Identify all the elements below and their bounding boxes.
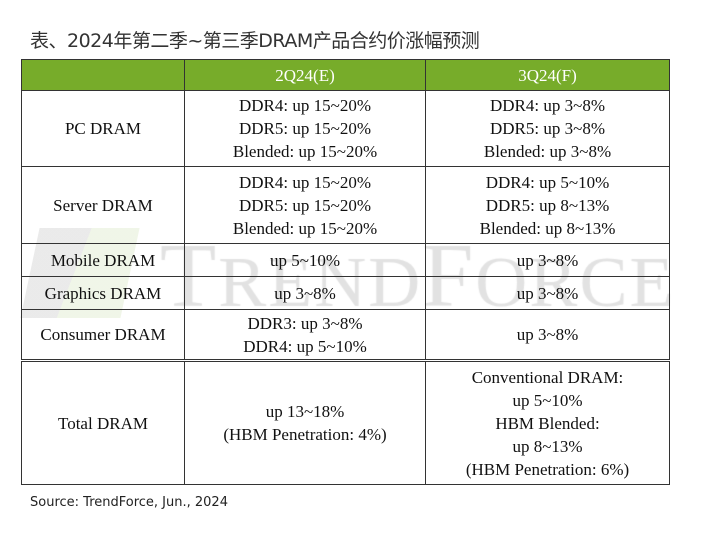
product-cell: Server DRAM [21,166,185,244]
forecast-line: Blended: up 15~20% [232,142,378,161]
table-row: PC DRAM DDR4: up 15~20% DDR5: up 15~20% Ble… [21,90,670,167]
forecast-line: DDR5: up 8~13% [485,195,610,215]
q3-cell: up 3~8% [425,276,670,310]
source-note: Source: TrendForce, Jun., 2024 [30,495,228,510]
forecast-line: up 3~8% [516,250,579,270]
q3-cell: DDR4: up 3~8% DDR5: up 3~8% Blended: up 3~… [425,90,670,167]
forecast-line: DDR4: up 3~8% [490,96,605,115]
q3-cell: up 3~8% [425,243,670,277]
product-cell: Graphics DRAM [21,276,185,310]
table-row: Total DRAM up 13~18% (HBM Penetration: 4%)… [21,359,670,485]
header-row: 2Q24(E) 3Q24(F) [21,59,670,91]
header-product [21,59,185,91]
forecast-line: DDR5: up 15~20% [239,119,371,138]
q3-cell: Conventional DRAM: up 5~10% HBM Blended: up… [425,359,670,485]
dram-price-forecast-table: 2Q24(E) 3Q24(F) PC DRAM DDR4: up 15~20% DD… [21,59,670,485]
q2-cell: DDR3: up 3~8% DDR4: up 5~10% [184,309,426,361]
product-cell: Total DRAM [21,359,185,485]
forecast-line: DDR4: up 5~10% [243,336,367,356]
table-row: Mobile DRAM up 5~10% up 3~8% [21,243,670,277]
table-row: Consumer DRAM DDR3: up 3~8% DDR4: up 5~10%… [21,309,670,361]
forecast-line: DDR4: up 5~10% [485,172,610,192]
forecast-line: (HBM Penetration: 4%) [223,425,387,444]
forecast-line: DDR4: up 15~20% [239,172,371,192]
forecast-line: Blended: up 8~13% [479,218,616,238]
forecast-line: up 3~8% [516,283,579,303]
q3-cell: up 3~8% [425,309,670,361]
forecast-line: DDR5: up 3~8% [490,119,605,138]
forecast-line: (HBM Penetration: 6%) [465,459,630,479]
forecast-line: up 3~8% [516,325,579,344]
q3-cell: DDR4: up 5~10% DDR5: up 8~13% Blended: up … [425,166,670,244]
forecast-line: up 5~10% [512,390,583,410]
product-cell: PC DRAM [21,90,185,167]
forecast-line: HBM Blended: [495,413,600,433]
forecast-line: DDR3: up 3~8% [247,313,363,333]
q2-cell: up 3~8% [184,276,426,310]
forecast-line: Conventional DRAM: [471,367,624,387]
q2-cell: up 13~18% (HBM Penetration: 4%) [184,359,426,485]
forecast-line: up 5~10% [269,250,341,270]
table-row: Graphics DRAM up 3~8% up 3~8% [21,276,670,310]
q2-cell: DDR4: up 15~20% DDR5: up 15~20% Blended: u… [184,166,426,244]
q2-cell: DDR4: up 15~20% DDR5: up 15~20% Blended: u… [184,90,426,167]
header-2q24: 2Q24(E) [184,59,426,91]
q2-cell: up 5~10% [184,243,426,277]
header-3q24: 3Q24(F) [425,59,670,91]
table-row: Server DRAM DDR4: up 15~20% DDR5: up 15~20… [21,166,670,244]
forecast-line: up 3~8% [274,283,336,303]
forecast-line: Blended: up 15~20% [232,218,378,238]
table-title: 表、2024年第二季~第三季DRAM产品合约价涨幅预测 [30,30,480,52]
product-cell: Mobile DRAM [21,243,185,277]
forecast-line: Blended: up 3~8% [483,142,612,161]
product-cell: Consumer DRAM [21,309,185,361]
forecast-line: DDR4: up 15~20% [239,96,371,115]
forecast-line: DDR5: up 15~20% [239,195,371,215]
forecast-line: up 8~13% [512,436,583,456]
forecast-line: up 13~18% [265,402,345,421]
